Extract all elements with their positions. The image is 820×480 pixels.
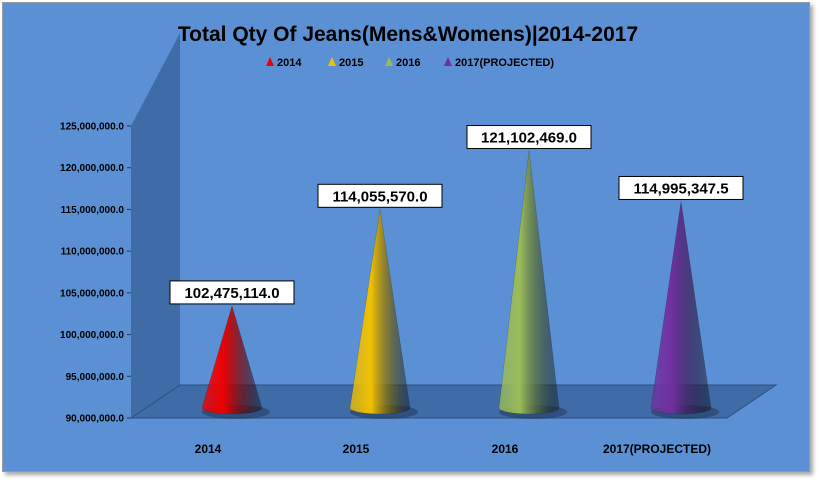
data-label-box — [466, 125, 592, 150]
legend-label: 2017(PROJECTED) — [455, 57, 554, 69]
data-label-text: 114,055,570.0 — [332, 188, 427, 205]
legend: 2014 2015 2016 2017(PROJECTED) — [266, 57, 554, 69]
y-tick-label: 110,000,000.0 — [61, 247, 125, 258]
cone-2014 — [201, 305, 270, 419]
x-tick-label: 2017(PROJECTED) — [603, 442, 711, 456]
cone-2016 — [498, 150, 567, 419]
x-tick-label: 2015 — [343, 442, 370, 456]
plot-walls — [129, 33, 778, 419]
legend-swatch — [328, 57, 336, 66]
data-label-box — [317, 183, 443, 208]
legend-item-2014: 2014 — [266, 57, 302, 69]
legend-swatch — [385, 57, 393, 66]
y-tick-label: 115,000,000.0 — [61, 205, 125, 216]
legend-item-2016: 2016 — [385, 57, 420, 69]
data-label-box — [618, 175, 744, 200]
cone-body — [201, 305, 263, 415]
x-tick-label: 2016 — [492, 442, 519, 456]
data-label-box — [169, 280, 295, 305]
y-tick-label: 120,000,000.0 — [60, 163, 124, 174]
legend-label: 2014 — [277, 57, 302, 69]
data-label-2017-projected: 114,995,347.5 — [618, 175, 744, 200]
data-label-2014: 102,475,114.0 — [169, 280, 295, 305]
cone-2015 — [349, 209, 418, 419]
data-label-text: 114,995,347.5 — [633, 180, 728, 197]
y-tick-label: 90,000,000.0 — [66, 414, 125, 425]
cone-body — [650, 201, 712, 415]
legend-swatch — [266, 57, 274, 66]
cone-2017-projected — [650, 201, 719, 419]
side-wall — [131, 33, 180, 418]
legend-label: 2015 — [339, 57, 363, 69]
chart-title: Total Qty Of Jeans(Mens&Womens)|2014-201… — [178, 23, 638, 46]
legend-swatch — [444, 57, 452, 66]
y-tick-label: 105,000,000.0 — [60, 288, 124, 299]
x-axis: 2014 2015 2016 2017(PROJECTED) — [195, 442, 711, 456]
data-label-text: 102,475,114.0 — [184, 285, 279, 302]
cone-body — [349, 209, 411, 415]
y-axis: 90,000,000.0 95,000,000.0 100,000,000.0 105… — [60, 122, 131, 425]
data-marks — [201, 150, 719, 419]
data-labels: 102,475,114.0 114,055,570.0 121,102,469.0 1… — [169, 125, 744, 305]
legend-item-2015: 2015 — [328, 57, 363, 69]
data-label-2015: 114,055,570.0 — [317, 183, 443, 208]
data-label-2016: 121,102,469.0 — [466, 125, 592, 150]
x-tick-label: 2014 — [195, 442, 222, 456]
legend-item-2017-projected: 2017(PROJECTED) — [444, 57, 554, 69]
y-tick-label: 100,000,000.0 — [60, 330, 124, 341]
floor — [129, 384, 778, 419]
y-tick-label: 125,000,000.0 — [60, 122, 124, 133]
legend-label: 2016 — [396, 57, 420, 69]
chart: Total Qty Of Jeans(Mens&Womens)|2014-201… — [60, 23, 778, 456]
cone-body — [498, 150, 560, 415]
y-tick-label: 95,000,000.0 — [66, 372, 125, 383]
data-label-text: 121,102,469.0 — [481, 130, 577, 147]
chart-frame: Total Qty Of Jeans(Mens&Womens)|2014-201… — [2, 2, 810, 472]
